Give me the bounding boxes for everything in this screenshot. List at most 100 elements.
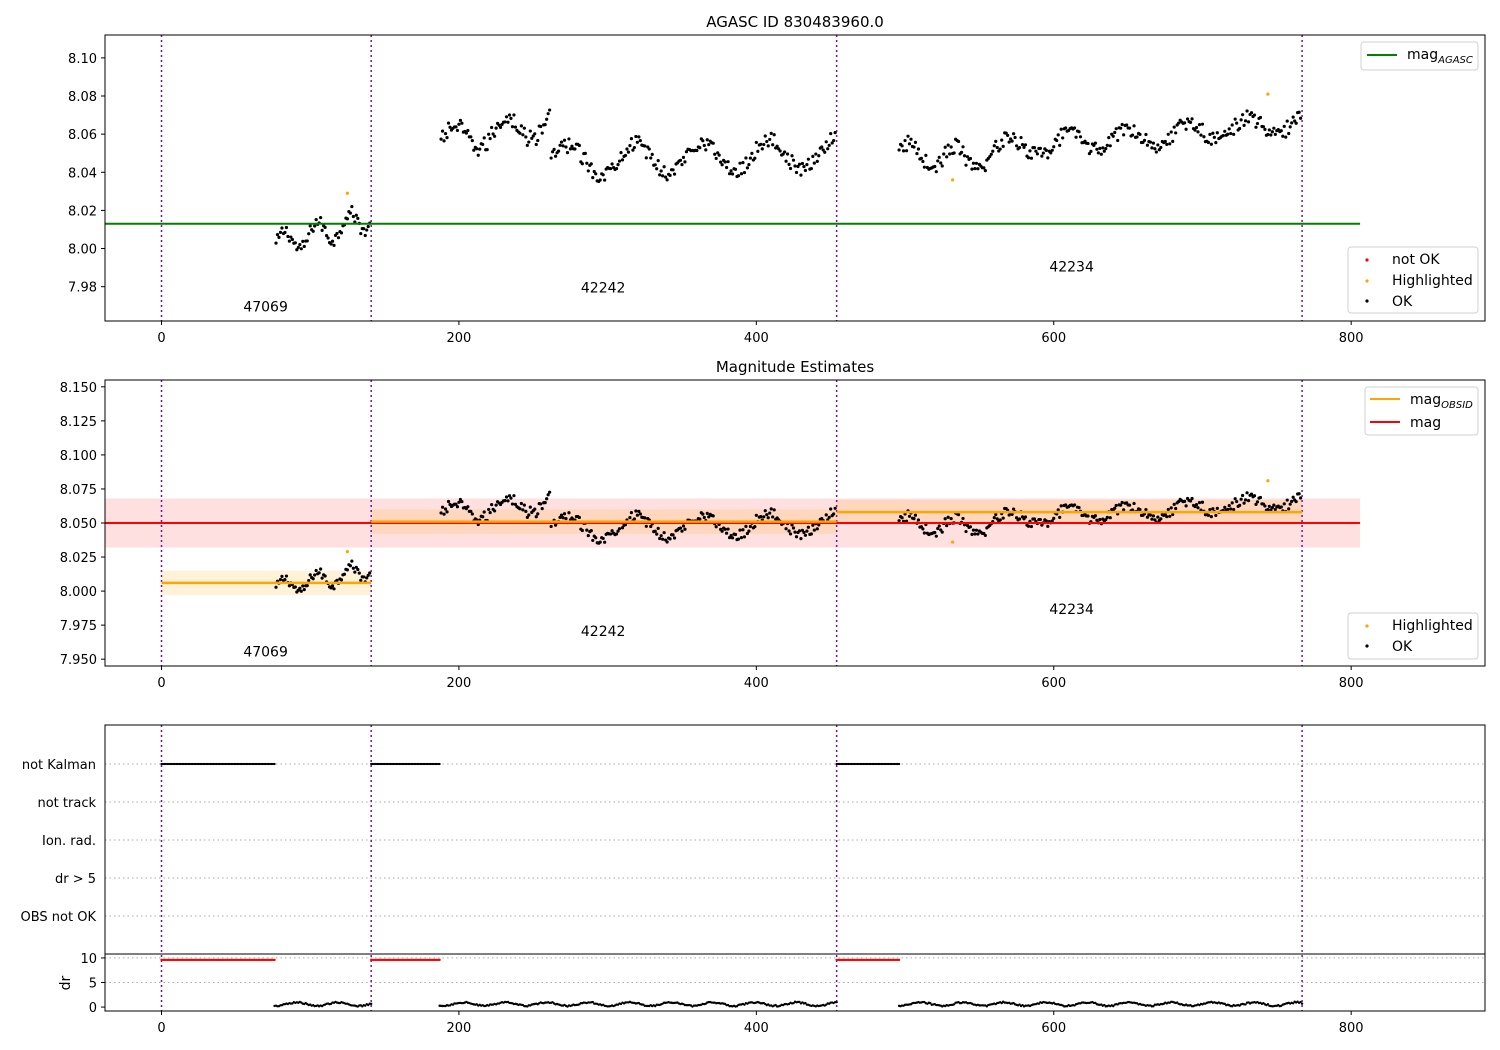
legend-marker-not-ok — [1365, 258, 1369, 262]
ok-point — [1148, 513, 1153, 517]
ok-point — [1230, 501, 1234, 505]
obsid-label: 42242 — [581, 624, 626, 640]
y-tick-label: 7.98 — [68, 281, 97, 296]
ok-point — [1108, 516, 1112, 520]
ok-point — [301, 239, 305, 243]
ok-point — [549, 156, 553, 160]
ok-point — [1132, 501, 1136, 506]
ok-point — [1011, 507, 1016, 511]
panel-1-title: AGASC ID 830483960.0 — [706, 13, 884, 31]
ok-point — [1174, 131, 1178, 135]
ok-point — [1046, 156, 1050, 160]
ok-point — [1101, 517, 1105, 521]
ok-point — [982, 166, 986, 170]
x-tick-label: 400 — [744, 1021, 769, 1036]
ok-point — [727, 172, 732, 176]
ok-point — [748, 156, 752, 160]
ok-point — [1171, 139, 1175, 143]
ok-point — [1120, 122, 1124, 127]
ok-point — [1215, 506, 1219, 510]
ok-point — [794, 170, 799, 175]
ok-point — [1215, 131, 1219, 135]
ok-point — [681, 524, 686, 528]
ok-point — [493, 134, 497, 138]
ok-point — [1148, 140, 1153, 144]
ok-point — [1297, 492, 1301, 496]
ok-point — [830, 141, 834, 145]
ok-point — [504, 495, 509, 499]
ok-point — [635, 513, 639, 517]
ok-point — [1184, 127, 1188, 131]
legend-label-ok: OK — [1392, 294, 1413, 310]
ok-point — [766, 516, 770, 520]
ok-point — [772, 508, 776, 512]
ok-point — [540, 507, 544, 511]
ok-point — [1052, 145, 1056, 149]
ok-point — [738, 528, 742, 532]
ok-point — [548, 108, 552, 112]
ok-point — [1202, 135, 1206, 139]
ok-point — [1199, 133, 1203, 137]
ok-point — [1095, 518, 1099, 522]
ok-point — [1111, 134, 1115, 138]
ok-point — [759, 142, 763, 146]
ok-point — [791, 158, 796, 162]
ok-point — [1064, 503, 1068, 507]
ok-point — [476, 153, 480, 157]
ok-point — [797, 529, 802, 533]
ok-point — [307, 578, 311, 583]
flag-row-label: Ion. rad. — [42, 834, 96, 849]
ok-point — [329, 242, 333, 246]
flag-row-label: OBS not OK — [21, 910, 97, 925]
ok-point — [1227, 503, 1231, 508]
ok-point — [736, 174, 741, 178]
ok-point — [1029, 524, 1034, 529]
legend-mag-subscript: AGASC — [1437, 55, 1473, 66]
ok-point — [536, 512, 540, 516]
ok-point — [1138, 132, 1142, 136]
dr-y-tick-label: 5 — [89, 977, 97, 992]
ok-point — [616, 163, 620, 167]
ok-point — [469, 509, 473, 513]
ok-point — [949, 516, 953, 521]
ok-point — [558, 143, 562, 147]
ok-point — [964, 529, 968, 534]
ok-point — [796, 164, 800, 169]
ok-point — [1290, 499, 1294, 503]
ok-point — [548, 490, 552, 494]
ok-point — [1028, 149, 1032, 153]
ok-point — [974, 161, 979, 165]
ok-point — [1252, 494, 1257, 498]
ok-point — [1044, 148, 1048, 152]
ok-point — [1040, 154, 1044, 158]
ok-point — [1287, 131, 1291, 136]
ok-point — [1105, 515, 1109, 519]
ok-point — [1183, 499, 1187, 503]
ok-point — [698, 146, 702, 150]
ok-point — [976, 532, 980, 536]
ok-point — [665, 540, 669, 544]
ok-point — [827, 143, 831, 147]
ok-point — [924, 153, 928, 157]
obsid-label: 47069 — [243, 299, 288, 315]
ok-point — [1255, 500, 1260, 504]
x-tick-label: 0 — [157, 1021, 165, 1036]
ok-point — [1285, 498, 1289, 502]
ok-point — [1190, 117, 1194, 121]
ok-point — [787, 162, 791, 166]
ok-point — [536, 138, 540, 143]
ok-point — [1197, 123, 1202, 127]
ok-point — [765, 513, 769, 517]
ok-point — [1227, 127, 1231, 131]
ok-point — [661, 174, 665, 178]
ok-point — [811, 523, 815, 527]
ok-point — [1096, 151, 1100, 155]
ok-point — [311, 577, 315, 581]
ok-point — [1011, 132, 1016, 136]
y-tick-label: 8.04 — [68, 166, 97, 181]
ok-point — [723, 527, 727, 531]
ok-point — [1282, 124, 1286, 128]
ok-point — [1105, 143, 1109, 147]
legend-mag-obsid-subscript: OBSID — [1441, 400, 1473, 411]
ok-point — [448, 125, 452, 129]
